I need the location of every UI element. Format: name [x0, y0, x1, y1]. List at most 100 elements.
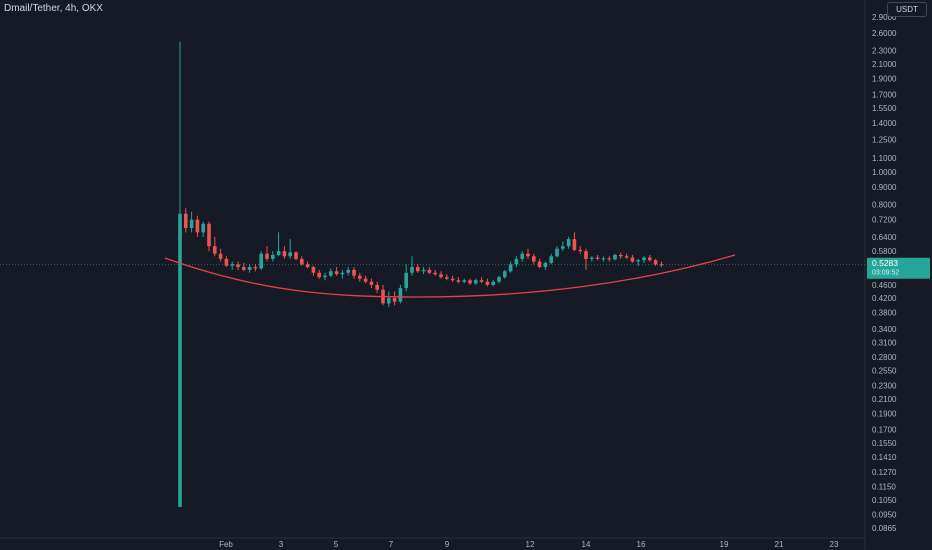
x-tick-label: 12: [526, 540, 535, 549]
candle-body: [561, 246, 565, 249]
y-tick-label: 1.2500: [872, 135, 897, 144]
y-tick-label: 0.3100: [872, 338, 897, 347]
candle-body: [537, 261, 542, 268]
candle-body: [375, 284, 379, 290]
candle-body: [584, 251, 588, 259]
x-tick-label: 14: [582, 540, 591, 549]
x-tick-label: 3: [279, 540, 284, 549]
y-tick-label: 0.1050: [872, 496, 897, 505]
candle-body: [352, 269, 356, 276]
candle-body: [288, 252, 292, 257]
candle-body: [642, 257, 646, 261]
candle-body: [479, 280, 484, 282]
y-tick-label: 0.3400: [872, 325, 897, 334]
y-tick-label: 0.4200: [872, 294, 897, 303]
rounded-bottom-curve: [164, 254, 736, 298]
y-tick-label: 0.8000: [872, 200, 897, 209]
candle-body: [410, 267, 414, 273]
candle-body: [346, 269, 350, 273]
y-tick-label: 2.1000: [872, 60, 897, 69]
y-tick-label: 0.2550: [872, 367, 897, 376]
candle-body: [416, 267, 420, 272]
y-tick-label: 0.9000: [872, 183, 897, 192]
candle-body: [648, 257, 652, 261]
candle-body: [300, 258, 304, 265]
candle-body: [392, 298, 397, 302]
candle-body: [323, 275, 327, 278]
y-tick-label: 0.1900: [872, 410, 897, 419]
x-tick-label: 23: [830, 540, 839, 549]
candle-body: [184, 213, 188, 229]
x-tick-label: 21: [775, 540, 784, 549]
candle-body: [236, 264, 240, 268]
candle-body: [305, 264, 310, 268]
candle-body: [207, 223, 211, 247]
candle-body: [468, 280, 472, 284]
y-tick-label: 0.1550: [872, 439, 897, 448]
candle-body: [242, 267, 246, 270]
candle-body: [555, 248, 559, 257]
candle-body: [601, 258, 606, 260]
candle-body: [532, 256, 536, 262]
candle-body: [218, 253, 223, 259]
candle-body: [659, 264, 664, 266]
candle-body: [445, 277, 449, 279]
candle-body: [230, 264, 234, 266]
currency-selector[interactable]: USDT: [887, 2, 927, 17]
last-price-value: 0.5283: [872, 258, 898, 268]
candle-body: [276, 251, 281, 255]
candle-body: [624, 256, 629, 258]
candle-body: [578, 249, 582, 252]
candle-body: [462, 280, 466, 282]
candle-body: [433, 272, 437, 275]
candle-body: [491, 281, 495, 285]
x-tick-label: 16: [637, 540, 646, 549]
candle-body: [294, 252, 298, 259]
candle-body: [398, 288, 403, 302]
candle-body: [514, 258, 519, 265]
candle-body: [450, 278, 455, 281]
candle-body: [636, 260, 640, 262]
candle-body: [247, 267, 252, 270]
candle-body: [503, 271, 507, 278]
x-tick-label: 19: [720, 540, 729, 549]
y-tick-label: 0.7200: [872, 216, 897, 225]
candle-body: [334, 271, 339, 275]
y-tick-label: 0.4600: [872, 281, 897, 290]
y-tick-label: 0.0865: [872, 524, 897, 533]
candle-body: [543, 262, 548, 268]
y-tick-label: 0.5800: [872, 247, 897, 256]
candle-body: [595, 257, 600, 259]
candle-body: [213, 246, 217, 254]
candle-body: [613, 254, 617, 260]
candle-body: [363, 278, 368, 282]
candle-body: [358, 275, 362, 279]
y-tick-label: 0.0950: [872, 510, 897, 519]
x-tick-label: 5: [334, 540, 339, 549]
candle-body: [253, 267, 258, 269]
candle-body: [421, 269, 426, 272]
candle-body: [271, 254, 275, 259]
y-tick-label: 1.9000: [872, 75, 897, 84]
y-tick-label: 0.2800: [872, 353, 897, 362]
candle-body: [201, 223, 205, 233]
candle-countdown: 03:09:52: [872, 270, 899, 277]
candle-body: [508, 264, 513, 272]
candle-body: [427, 269, 432, 273]
y-tick-label: 1.7000: [872, 91, 897, 100]
y-tick-label: 0.2300: [872, 382, 897, 391]
candle-body: [282, 251, 287, 257]
candle-body: [224, 258, 229, 266]
y-tick-label: 0.2100: [872, 395, 897, 404]
candle-body: [387, 298, 391, 304]
x-tick-label: Feb: [219, 540, 233, 549]
y-tick-label: 0.6400: [872, 233, 897, 242]
y-tick-label: 1.4000: [872, 119, 897, 128]
y-tick-label: 0.3800: [872, 309, 897, 318]
candle-body: [653, 260, 658, 265]
candle-body: [317, 272, 321, 278]
candle-body: [189, 219, 194, 229]
y-tick-label: 0.1270: [872, 468, 897, 477]
candle-body: [404, 272, 408, 289]
